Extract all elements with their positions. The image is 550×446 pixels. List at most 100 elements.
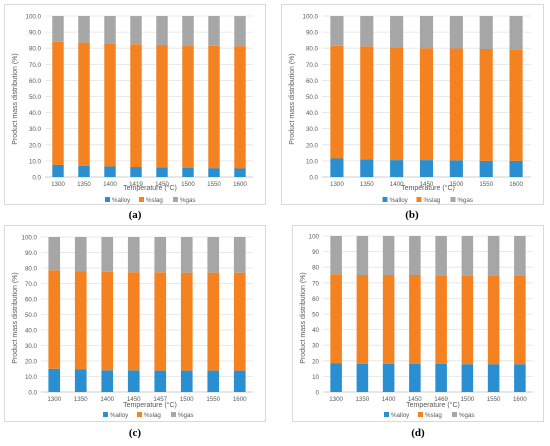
gridlines	[323, 235, 533, 393]
legend: %alloy %slag %gas	[105, 197, 195, 204]
bar-segment-gas	[409, 236, 421, 275]
x-axis-label: Temperature (°C)	[401, 184, 455, 192]
y-tick-label: 80.0	[25, 266, 38, 273]
y-tick-label: 10.0	[25, 374, 38, 381]
legend-label: %slag	[424, 197, 441, 204]
chart-panel-d: Product mass distribution (%) 0 10 20 30 40 5…	[292, 225, 544, 422]
bar-segment-gas	[487, 236, 500, 276]
y-tick-label: 10	[312, 374, 319, 381]
bar-segment-slag	[182, 45, 194, 168]
x-tick-label: 1469	[434, 396, 448, 403]
bar-segment-slag	[104, 43, 116, 167]
x-tick-label: 1550	[487, 396, 501, 403]
bar-segment-alloy	[360, 159, 374, 177]
bar-segment-gas	[479, 16, 493, 50]
y-tick-label: 60.0	[29, 78, 42, 85]
y-tick-label: 80	[312, 265, 319, 272]
y-tick-label: 40.0	[306, 110, 319, 117]
bar-segment-slag	[330, 45, 344, 159]
bar-segment-alloy	[461, 364, 474, 392]
legend-swatch	[384, 412, 389, 417]
y-tick-label: 100.0	[26, 14, 42, 21]
y-tick-label: 100.0	[303, 14, 319, 21]
bar-segment-alloy	[48, 368, 61, 392]
y-tick-label: 30.0	[306, 126, 319, 133]
legend: %alloy %slag %gas	[384, 412, 474, 419]
bar-segment-gas	[509, 16, 523, 50]
bar-segment-gas	[74, 237, 87, 272]
x-tick-label: 1500	[180, 396, 194, 403]
bar-segment-slag	[330, 274, 342, 364]
y-tick-label: 100	[309, 234, 320, 241]
x-tick-label: 1450	[420, 181, 434, 188]
panel-label-d: (d)	[411, 427, 425, 439]
legend-label: %alloy	[110, 412, 129, 419]
legend-swatch	[418, 412, 423, 417]
bar-segment-alloy	[409, 363, 421, 392]
x-tick-label: 1550	[206, 396, 220, 403]
legend-swatch	[137, 412, 142, 417]
x-tick-label: 1400	[103, 181, 117, 188]
bar-segment-alloy	[154, 370, 167, 392]
bar-segment-alloy	[234, 168, 246, 177]
bars	[48, 237, 246, 392]
bar-segment-slag	[154, 272, 167, 371]
y-tick-label: 40.0	[25, 328, 38, 335]
bar-segment-slag	[156, 44, 168, 168]
legend-label: %slag	[146, 197, 163, 204]
bar-segment-alloy	[449, 160, 463, 177]
bar-segment-alloy	[382, 363, 395, 392]
bar-segment-slag	[233, 272, 246, 371]
bar-segment-gas	[419, 16, 434, 49]
x-tick-label: 1419	[129, 181, 143, 188]
bar-segment-gas	[127, 237, 140, 273]
chart-panel-b: Product mass distribution (%) 0.0 10.0 20.…	[281, 4, 544, 205]
legend-label: %gas	[180, 197, 195, 204]
legend-label: %slag	[144, 412, 161, 419]
chart-panel-c: Product mass distribution (%) 0.0 10.0 20.…	[4, 225, 266, 422]
bar-segment-gas	[104, 16, 116, 44]
bar-segment-alloy	[130, 167, 142, 177]
x-axis: 1300 1350 1400 1419 1450 1500 1550 1600	[51, 181, 247, 188]
y-axis: 0.0 10.0 20.0 30.0 40.0 50.0 60.0 70.0 80.0 90.0 1…	[26, 14, 42, 182]
bar-segment-gas	[233, 237, 246, 273]
bar-segment-alloy	[208, 168, 220, 177]
y-axis-label: Product mass distribution (%)	[289, 53, 296, 144]
panel-label-b: (b)	[405, 209, 419, 221]
bar-segment-slag	[208, 45, 220, 169]
bar-segment-alloy	[479, 160, 493, 177]
bar-segment-alloy	[182, 167, 194, 177]
bar-segment-slag	[78, 42, 90, 166]
x-tick-label: 1550	[207, 181, 221, 188]
bar-segment-alloy	[390, 160, 404, 177]
y-tick-label: 90.0	[306, 30, 319, 37]
bar-segment-alloy	[356, 363, 369, 392]
bar-segment-gas	[390, 16, 404, 48]
bar-segment-gas	[360, 16, 374, 47]
bar-segment-gas	[130, 16, 142, 45]
bar-segment-alloy	[330, 158, 344, 177]
y-tick-label: 50.0	[29, 94, 42, 101]
x-axis-label: Temperature (°C)	[406, 401, 460, 409]
y-tick-label: 50	[312, 312, 319, 319]
bar-segment-slag	[207, 272, 220, 371]
x-tick-label: 1450	[408, 396, 422, 403]
y-tick-label: 10.0	[29, 158, 42, 165]
bar-segment-slag	[390, 47, 404, 161]
bar-segment-slag	[74, 271, 87, 370]
y-tick-label: 90.0	[29, 30, 42, 37]
bar-segment-gas	[514, 236, 526, 276]
bar-segment-slag	[514, 275, 526, 365]
bars	[330, 16, 523, 177]
x-tick-label: 1350	[355, 396, 369, 403]
legend-label: %alloy	[390, 197, 409, 204]
bar-segment-slag	[127, 272, 140, 371]
y-tick-label: 0.0	[309, 175, 318, 182]
y-tick-label: 20	[312, 358, 319, 365]
bar-segment-alloy	[487, 364, 500, 392]
chart-a: Product mass distribution (%) 0.0 10.0 20.…	[12, 14, 253, 204]
legend-label: %gas	[459, 412, 474, 419]
bar-segment-slag	[101, 271, 114, 371]
legend-swatch	[452, 412, 457, 417]
bar-segment-gas	[382, 236, 395, 275]
